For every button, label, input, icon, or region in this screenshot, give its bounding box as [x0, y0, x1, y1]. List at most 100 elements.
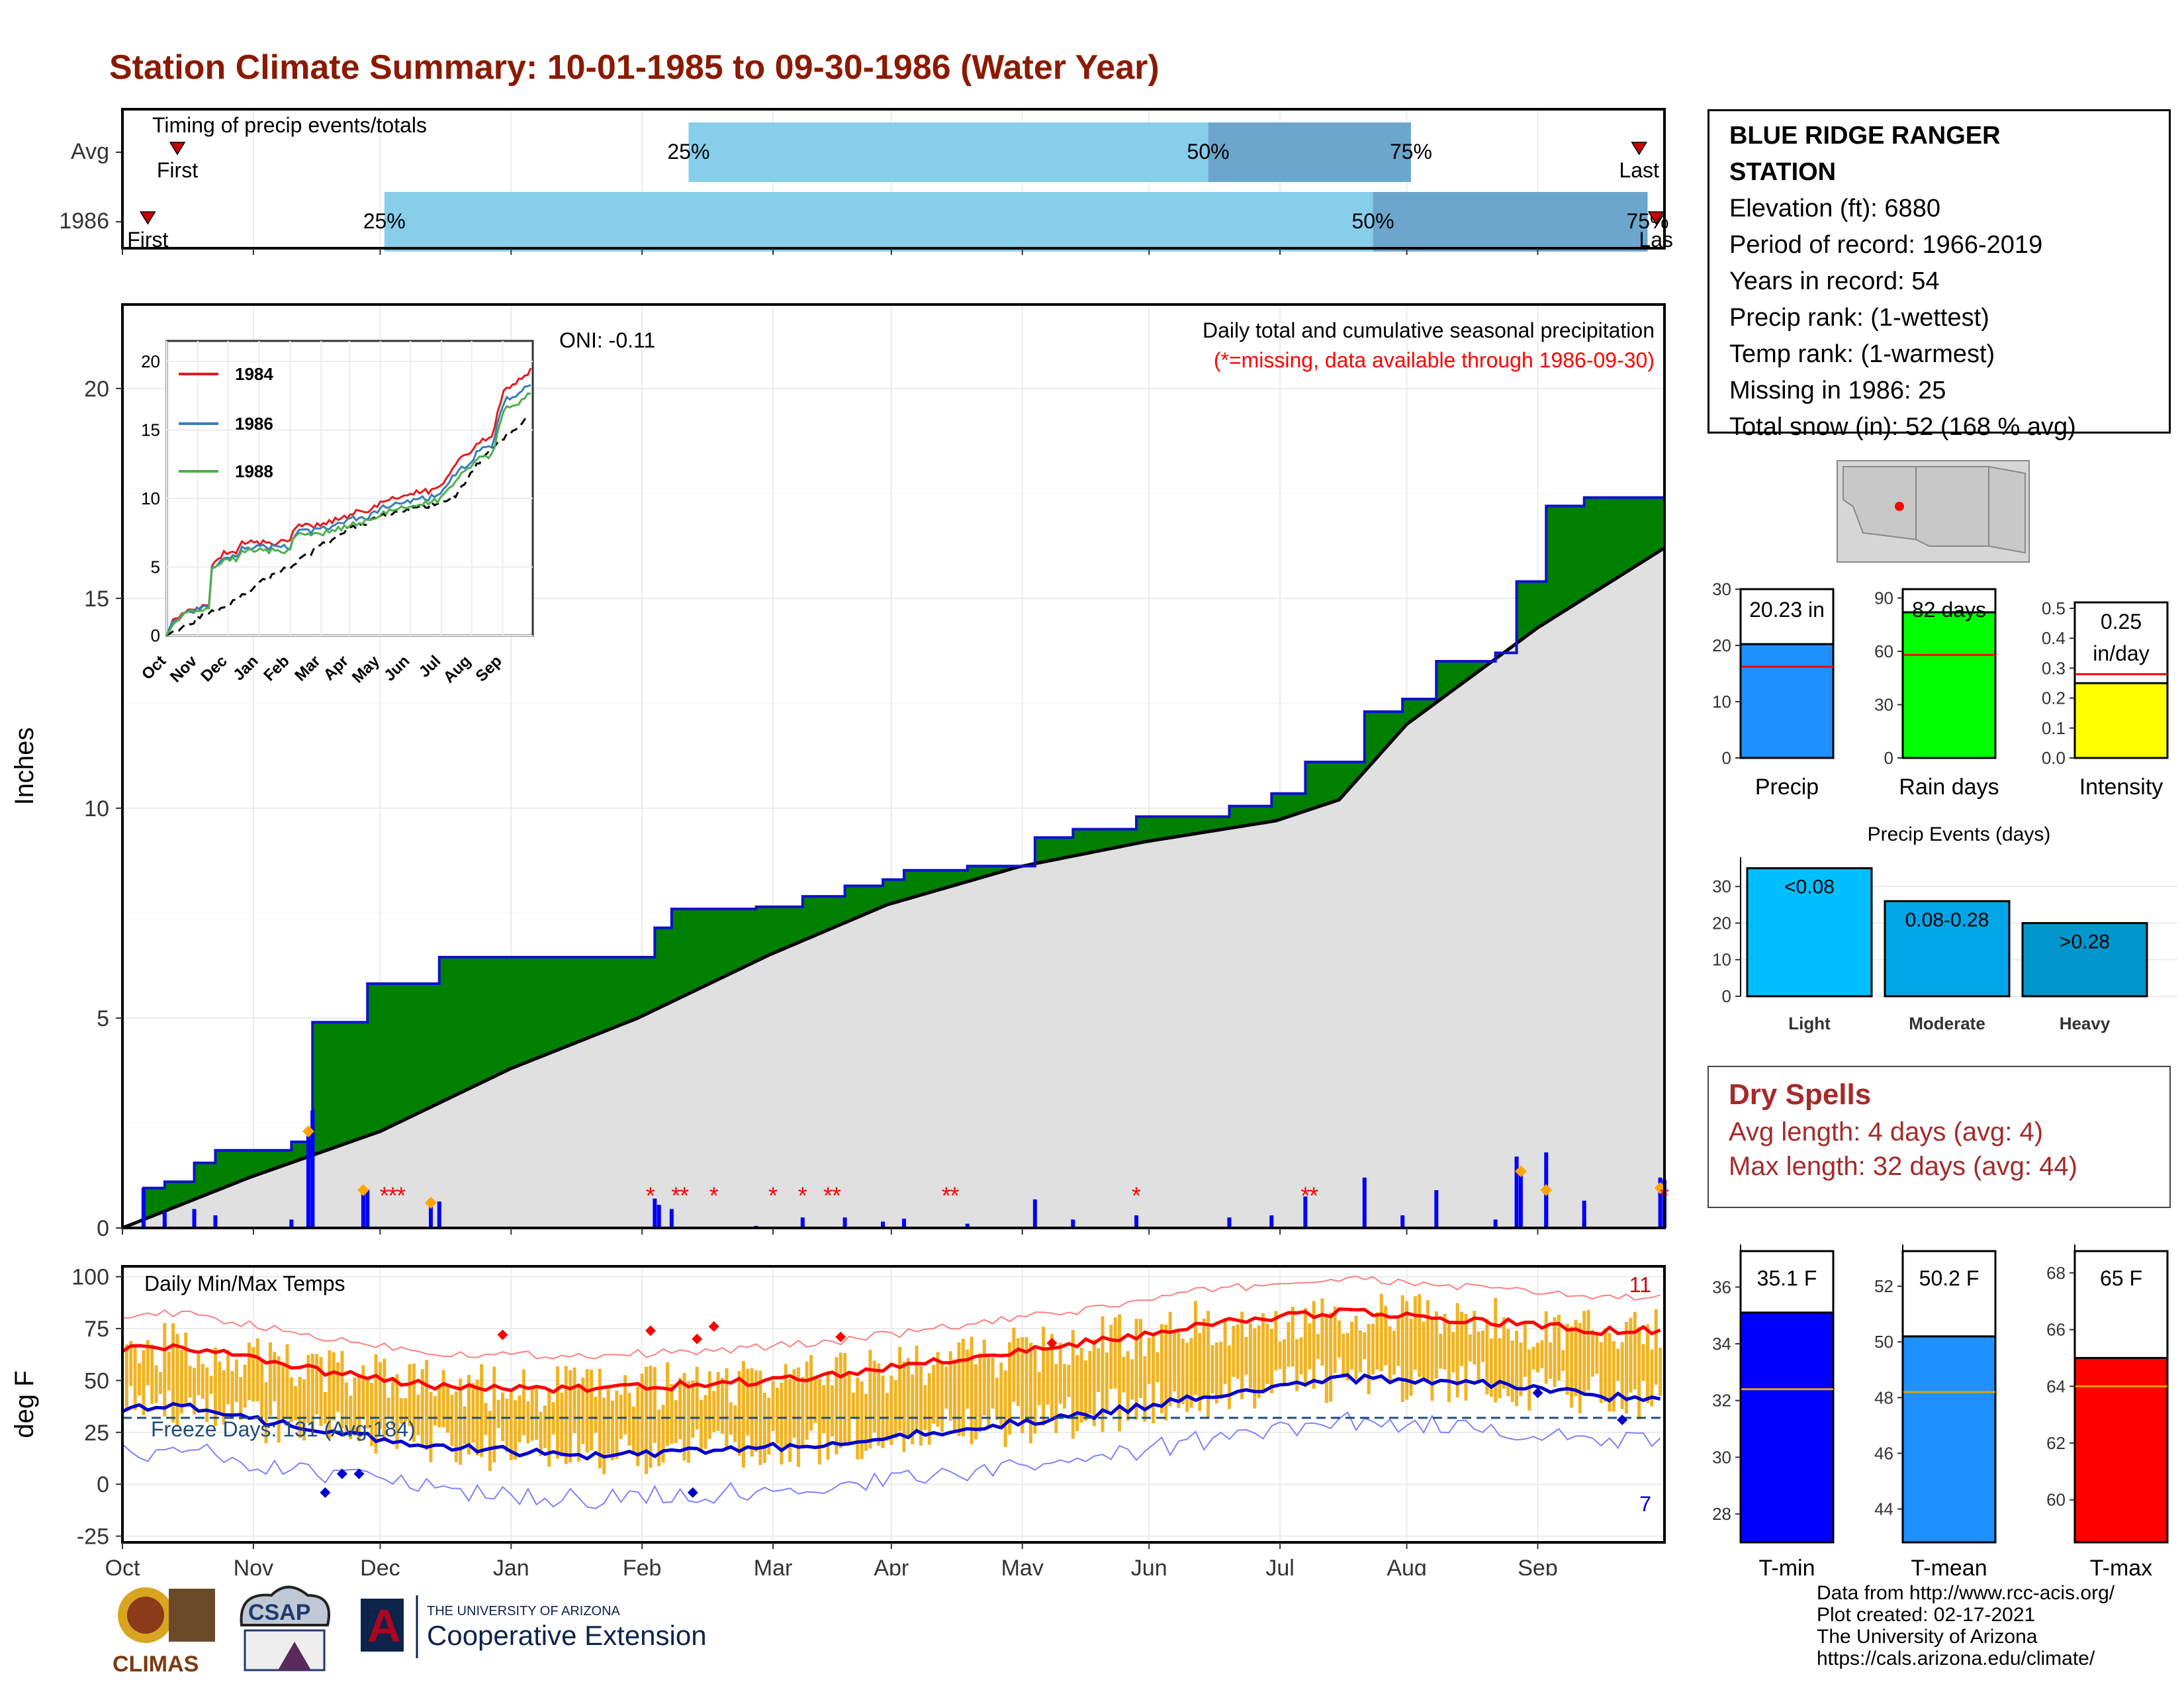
daily-temp-bar	[1468, 1334, 1472, 1362]
daily-precip-bar	[1514, 1156, 1519, 1228]
daily-temp-bar	[1519, 1342, 1523, 1396]
daily-temp-bar	[758, 1370, 762, 1466]
daily-temp-bar	[700, 1399, 704, 1450]
daily-temp-bar	[450, 1394, 454, 1446]
record-low-marker	[353, 1468, 365, 1479]
ua-big-text: Cooperative Extension	[427, 1620, 707, 1651]
daily-temp-bar	[1641, 1344, 1645, 1381]
climas-text: CLIMAS	[113, 1652, 199, 1677]
daily-temp-bar	[792, 1369, 796, 1438]
daily-temp-bar	[1464, 1313, 1468, 1401]
freeze-days-label: Freeze Days: 131 (Avg:184)	[151, 1417, 416, 1441]
daily-temp-bar	[154, 1365, 158, 1403]
daily-temp-bar	[1637, 1327, 1641, 1420]
mini-bar-panel: 0 30 60 90 82 days Rain days	[1874, 588, 1999, 800]
daily-temp-bar	[1409, 1318, 1413, 1396]
daily-temp-bar	[1405, 1301, 1409, 1400]
inset-line-1984	[165, 367, 532, 636]
daily-temp-bar	[1134, 1319, 1138, 1420]
missing-marker: *	[823, 1182, 833, 1209]
daily-temp-bar	[1549, 1342, 1553, 1379]
month-label: Jan	[493, 1556, 529, 1575]
events-ytick-label: 20	[1712, 913, 1731, 933]
daily-temp-bar	[205, 1367, 209, 1423]
daily-temp-bar	[1042, 1327, 1046, 1426]
tsum-ytick-label: 34	[1712, 1334, 1731, 1354]
daily-temp-bar	[919, 1366, 923, 1446]
daily-temp-bar	[1282, 1339, 1286, 1386]
daily-temp-bar	[349, 1395, 353, 1440]
event-bar	[2021, 921, 2148, 998]
mini-bar-value: 82 days	[1912, 598, 1986, 622]
inset-avg-line	[166, 416, 531, 637]
inset-ytick-label: 5	[151, 557, 160, 577]
daily-temp-bar	[649, 1366, 653, 1468]
daily-temp-bar	[1582, 1311, 1586, 1393]
first-marker	[169, 142, 186, 156]
daily-temp-bar	[1586, 1309, 1590, 1391]
first-label: First	[157, 158, 198, 182]
daily-temp-bar	[610, 1400, 614, 1461]
daily-temp-bar	[193, 1368, 197, 1415]
daily-temp-bar	[602, 1397, 606, 1475]
daily-temp-bar	[1510, 1340, 1514, 1403]
daily-temp-bar	[1033, 1349, 1037, 1434]
daily-temp-bar	[576, 1383, 580, 1462]
daily-temp-bar	[505, 1398, 509, 1452]
daily-temp-bar	[1050, 1334, 1054, 1418]
daily-temp-bar	[234, 1359, 238, 1402]
temp-ytick-label: 25	[84, 1421, 109, 1446]
daily-temp-bar	[429, 1391, 433, 1462]
mini-bar-label-box	[2073, 601, 2169, 684]
record-low-marker	[336, 1468, 347, 1479]
daily-temp-bar	[1625, 1322, 1629, 1414]
daily-temp-bar	[889, 1376, 893, 1446]
daily-temp-bar	[1248, 1323, 1252, 1389]
daily-temp-bar	[1193, 1301, 1197, 1395]
daily-temp-bar	[1008, 1342, 1012, 1435]
record-low-line	[122, 1411, 1661, 1509]
mini-ytick-label: 0	[1884, 748, 1893, 768]
daily-temp-bar	[230, 1371, 234, 1419]
daily-temp-bar	[594, 1397, 598, 1433]
month-label: Oct	[105, 1556, 140, 1575]
daily-temp-bar	[1371, 1323, 1375, 1375]
daily-temp-bar	[1354, 1315, 1358, 1380]
daily-temp-bar	[1097, 1348, 1101, 1392]
daily-temp-bar	[1473, 1311, 1477, 1365]
daily-temp-bar	[1101, 1316, 1105, 1432]
daily-temp-bar	[480, 1364, 484, 1457]
daily-temp-bar	[1388, 1326, 1392, 1382]
mini-ytick-label: 10	[1712, 692, 1731, 712]
daily-temp-bar	[898, 1346, 902, 1432]
daily-temp-bar	[1181, 1338, 1185, 1404]
daily-temp-bar	[1303, 1307, 1307, 1387]
daily-temp-bar	[387, 1397, 390, 1419]
mini-bar	[1901, 611, 1997, 759]
daily-precip-bar	[365, 1189, 370, 1228]
daily-temp-bar	[1202, 1318, 1206, 1398]
daily-temp-bar	[1214, 1342, 1218, 1404]
mini-ytick-label: 0.5	[2042, 598, 2066, 618]
daily-temp-bar	[691, 1380, 695, 1438]
daily-temp-bar	[133, 1345, 137, 1411]
daily-temp-bar	[987, 1356, 991, 1429]
daily-temp-bar	[1434, 1311, 1438, 1379]
daily-temp-bar	[378, 1362, 382, 1429]
svg-text:A: A	[367, 1600, 401, 1652]
locator-map	[1837, 460, 2030, 563]
event-bar-label: >0.28	[2060, 931, 2110, 953]
daily-temp-bar	[767, 1397, 771, 1455]
inset-legend-label: 1984	[235, 364, 273, 384]
missing-marker: *	[1309, 1182, 1318, 1209]
daily-temp-bar	[315, 1354, 319, 1415]
daily-temp-bar	[294, 1385, 298, 1421]
station-missing: Missing in 1986: 25	[1729, 377, 1946, 404]
snow-marker	[357, 1184, 369, 1196]
daily-temp-bar	[670, 1383, 674, 1444]
daily-temp-bar	[771, 1381, 775, 1431]
daily-temp-bar	[1345, 1333, 1349, 1380]
daily-temp-bar	[1379, 1293, 1383, 1372]
page-title: Station Climate Summary: 10-01-1985 to 0…	[109, 48, 1160, 87]
